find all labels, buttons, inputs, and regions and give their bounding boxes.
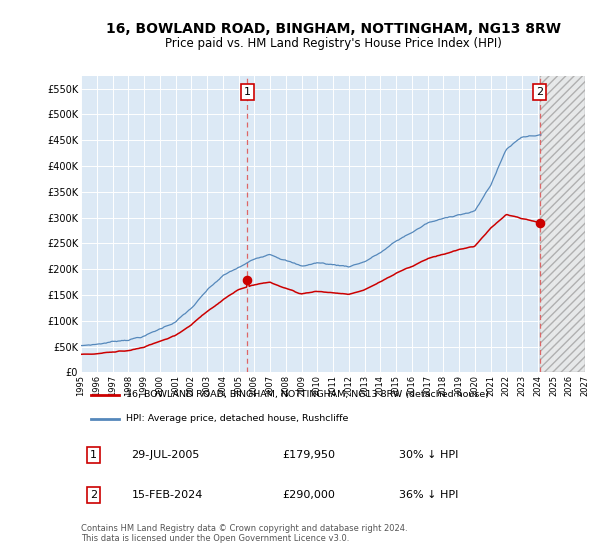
Text: Price paid vs. HM Land Registry's House Price Index (HPI): Price paid vs. HM Land Registry's House … bbox=[164, 37, 502, 50]
Point bbox=[535, 218, 544, 227]
Text: HPI: Average price, detached house, Rushcliffe: HPI: Average price, detached house, Rush… bbox=[127, 414, 349, 423]
Text: 29-JUL-2005: 29-JUL-2005 bbox=[131, 450, 200, 460]
Text: £290,000: £290,000 bbox=[283, 490, 335, 500]
Text: 2: 2 bbox=[90, 490, 97, 500]
Text: 30% ↓ HPI: 30% ↓ HPI bbox=[398, 450, 458, 460]
Text: 1: 1 bbox=[90, 450, 97, 460]
Text: 1: 1 bbox=[244, 87, 251, 97]
Text: 2: 2 bbox=[536, 87, 543, 97]
Text: £179,950: £179,950 bbox=[283, 450, 335, 460]
Text: Contains HM Land Registry data © Crown copyright and database right 2024.
This d: Contains HM Land Registry data © Crown c… bbox=[81, 524, 407, 543]
Text: 16, BOWLAND ROAD, BINGHAM, NOTTINGHAM, NG13 8RW (detached house): 16, BOWLAND ROAD, BINGHAM, NOTTINGHAM, N… bbox=[127, 390, 490, 399]
Text: 15-FEB-2024: 15-FEB-2024 bbox=[131, 490, 203, 500]
Point bbox=[242, 275, 252, 284]
Text: 36% ↓ HPI: 36% ↓ HPI bbox=[398, 490, 458, 500]
Text: 16, BOWLAND ROAD, BINGHAM, NOTTINGHAM, NG13 8RW: 16, BOWLAND ROAD, BINGHAM, NOTTINGHAM, N… bbox=[106, 22, 560, 36]
